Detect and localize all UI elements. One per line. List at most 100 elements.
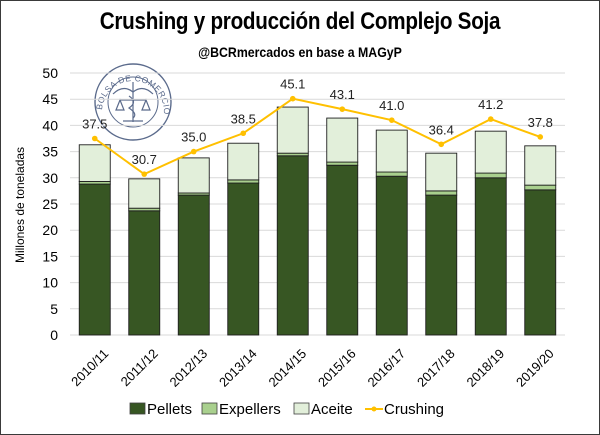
legend-item-expellers: Expellers	[201, 401, 281, 418]
caduceus-scales-icon	[112, 82, 154, 122]
bar-aceite	[425, 152, 458, 192]
bar-stack	[128, 178, 161, 336]
bar-aceite	[474, 130, 507, 174]
y-tick-label: 50	[42, 65, 58, 81]
seal-inner-ring	[107, 76, 159, 128]
bar-aceite	[128, 178, 161, 209]
bar-pellets	[524, 189, 557, 336]
bar-pellets	[78, 183, 111, 336]
bar-aceite	[78, 144, 111, 182]
bar-aceite	[326, 117, 359, 163]
x-tick-label: 2019/20	[513, 346, 557, 390]
crushing-point	[190, 148, 197, 155]
crushing-data-label: 37.8	[528, 115, 553, 130]
legend-swatch	[201, 402, 218, 415]
bar-stack	[276, 106, 309, 336]
bar-pellets	[128, 210, 161, 336]
bar-pellets	[474, 177, 507, 336]
crushing-point	[240, 130, 247, 137]
bar-pellets	[227, 182, 260, 336]
crushing-point	[289, 95, 296, 102]
crushing-point	[141, 171, 148, 177]
crushing-point	[487, 116, 494, 122]
y-axis-label: Millones de toneladas	[13, 147, 27, 263]
legend-label: Crushing	[384, 401, 444, 418]
crushing-point	[91, 135, 98, 142]
bar-stack	[425, 152, 458, 336]
bar-aceite	[524, 145, 557, 186]
legend-item-aceite: Aceite	[293, 401, 353, 418]
y-tick-label: 40	[42, 117, 58, 133]
crushing-data-label: 41.0	[379, 98, 404, 113]
bar-aceite	[375, 129, 408, 173]
legend-label: Aceite	[311, 401, 353, 418]
legend-swatch	[293, 402, 310, 415]
legend-label: Pellets	[147, 401, 192, 418]
crushing-line: 37.5 30.7 35.0 38.5 45.1 43.1 41.0 36.4 41.2 37.8	[82, 77, 553, 177]
crushing-polyline	[94, 97, 541, 176]
bar-stack	[524, 145, 557, 336]
y-tick-label: 10	[42, 275, 58, 291]
bar-expellers	[326, 161, 359, 166]
legend-item-pellets: Pellets	[129, 401, 192, 418]
legend: Pellets Expellers Aceite Crushing	[129, 401, 444, 418]
crushing-point	[339, 106, 346, 112]
crushing-data-label: 36.4	[429, 122, 454, 137]
bar-stack	[227, 142, 260, 336]
seal-outer-ring	[94, 63, 172, 141]
legend-swatch	[129, 402, 146, 415]
bar-stack	[474, 130, 507, 336]
seal-text: BOLSA DE COMERCIO DE ROSARIO	[0, 0, 172, 115]
bar-aceite	[227, 142, 260, 181]
crushing-point	[537, 134, 544, 140]
bar-expellers	[524, 184, 557, 191]
x-tick-label: 2010/11	[68, 346, 111, 389]
x-axis-ticks: 2010/11 2011/12 2012/13 2013/14 2014/15 2015/…	[68, 346, 557, 390]
y-tick-label: 35	[42, 144, 58, 160]
legend-label: Expellers	[219, 401, 281, 418]
y-tick-label: 20	[42, 222, 58, 238]
crushing-data-label: 38.5	[231, 111, 256, 126]
crushing-data-label: 30.7	[132, 152, 157, 167]
y-tick-label: 45	[42, 91, 58, 107]
crushing-point	[388, 117, 395, 123]
bar-expellers	[375, 171, 408, 177]
y-tick-label: 30	[42, 170, 58, 186]
bar-pellets	[276, 155, 309, 336]
y-axis-ticks: 0 5 10 15 20 25 30 35 40 45 50	[42, 65, 58, 343]
crushing-data-label: 37.5	[82, 117, 107, 132]
bar-aceite	[177, 157, 210, 194]
bar-expellers	[227, 179, 260, 184]
bar-stack	[78, 144, 111, 336]
crushing-data-label: 35.0	[181, 130, 206, 145]
bar-pellets	[177, 194, 210, 336]
bars	[78, 106, 557, 336]
x-tick-label: 2018/19	[463, 346, 507, 390]
x-tick-label: 2014/15	[265, 346, 309, 390]
bar-pellets	[326, 164, 359, 336]
bar-aceite	[276, 106, 309, 154]
crushing-data-label: 45.1	[280, 77, 305, 92]
y-tick-label: 25	[42, 196, 58, 212]
chart-title: Crushing y producción del Complejo Soja	[99, 8, 501, 35]
legend-marker	[371, 406, 377, 412]
bar-stack	[326, 117, 359, 336]
legend-item-crushing: Crushing	[365, 401, 444, 418]
bar-stack	[375, 129, 408, 336]
bar-pellets	[425, 194, 458, 336]
y-tick-label: 15	[42, 248, 58, 264]
bar-pellets	[375, 175, 408, 336]
chart-subtitle: @BCRmercados en base a MAGyP	[198, 44, 402, 60]
bar-stack	[177, 157, 210, 336]
x-tick-label: 2016/17	[364, 346, 408, 390]
bar-expellers	[425, 190, 458, 196]
x-tick-label: 2012/13	[166, 346, 210, 390]
x-tick-label: 2017/18	[414, 346, 458, 390]
y-tick-label: 0	[50, 327, 58, 343]
x-tick-label: 2013/14	[216, 346, 260, 390]
crushing-data-label: 43.1	[330, 87, 355, 102]
x-tick-label: 2015/16	[315, 346, 359, 390]
y-tick-label: 5	[50, 301, 58, 317]
x-tick-label: 2011/12	[118, 346, 161, 389]
